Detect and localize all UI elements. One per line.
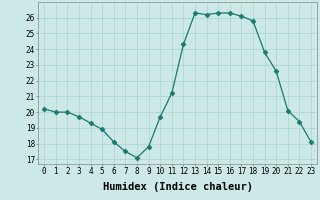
X-axis label: Humidex (Indice chaleur): Humidex (Indice chaleur) bbox=[103, 182, 252, 192]
